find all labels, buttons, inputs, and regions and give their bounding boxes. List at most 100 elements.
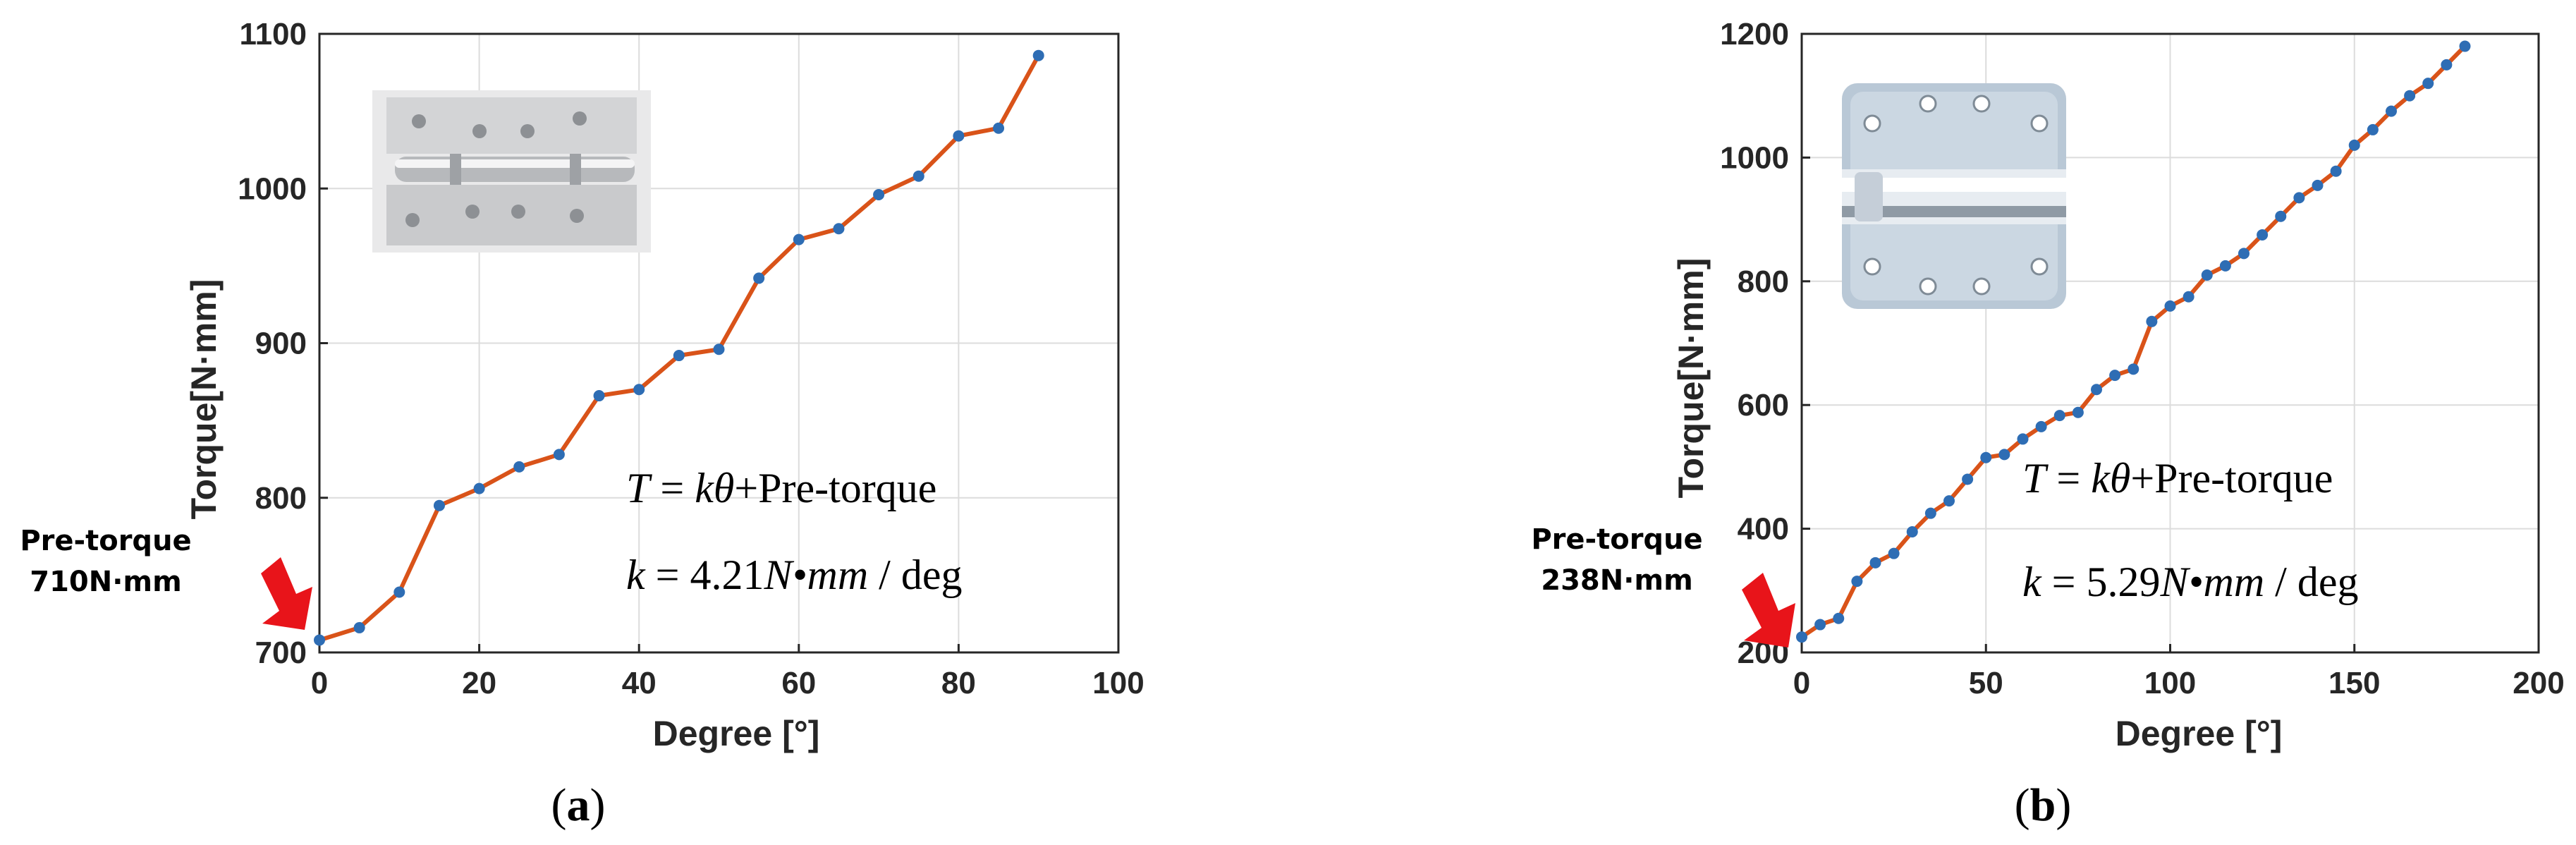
spring-hinge-photo-icon — [1842, 83, 2066, 309]
data-point-b-17 — [2109, 370, 2121, 382]
pretorque-label-b-line2: 238N·mm — [1541, 564, 1693, 597]
data-point-b-21 — [2183, 291, 2195, 303]
y-tick-label-b-3: 800 — [1738, 265, 1789, 299]
data-point-b-1 — [1814, 619, 1826, 631]
data-point-b-35 — [2441, 59, 2453, 71]
y-axis-label-b: Torque[N·mm] — [1671, 258, 1711, 499]
x-tick-label-b-0: 0 — [1793, 666, 1810, 700]
series-a — [314, 49, 1044, 646]
data-point-a-4 — [473, 482, 485, 494]
data-point-a-6 — [553, 449, 565, 461]
data-point-a-14 — [873, 189, 885, 201]
caption-b: (b) — [2015, 779, 2072, 831]
data-point-b-23 — [2219, 260, 2231, 272]
pretorque-label-a-line1: Pre-torque — [20, 525, 191, 557]
x-tick-label-a-2: 40 — [622, 666, 657, 700]
x-tick-label-a-3: 60 — [781, 666, 816, 700]
y-tick-label-a-3: 1000 — [238, 171, 307, 206]
data-point-b-10 — [1980, 451, 1992, 463]
ticks-a: 0 20 40 60 80 100 700 800 900 1000 1100 — [238, 17, 1144, 700]
y-tick-label-b-4: 1000 — [1720, 140, 1789, 175]
y-axis-label-a: Torque[N·mm] — [184, 279, 224, 520]
data-point-a-11 — [753, 272, 765, 284]
data-point-a-3 — [433, 499, 445, 511]
data-point-b-19 — [2146, 315, 2158, 327]
x-tick-label-a-4: 80 — [941, 666, 976, 700]
x-axis-label-b: Degree [°] — [2116, 714, 2283, 753]
data-point-a-13 — [833, 223, 845, 235]
x-tick-label-b-4: 200 — [2513, 666, 2564, 700]
data-point-a-7 — [593, 390, 605, 402]
data-point-a-12 — [793, 233, 805, 245]
data-point-b-33 — [2404, 90, 2416, 102]
x-tick-label-a-0: 0 — [311, 666, 328, 700]
x-tick-label-b-3: 150 — [2328, 666, 2380, 700]
data-point-b-12 — [2017, 433, 2029, 445]
y-tick-label-a-1: 800 — [255, 481, 307, 516]
data-point-a-8 — [633, 384, 645, 396]
data-point-a-15 — [912, 170, 924, 182]
data-point-b-31 — [2367, 123, 2379, 135]
data-point-b-20 — [2164, 300, 2176, 312]
x-tick-label-a-5: 100 — [1092, 666, 1144, 700]
data-point-b-29 — [2330, 165, 2342, 177]
data-point-b-18 — [2128, 363, 2139, 375]
data-point-a-2 — [393, 586, 405, 598]
pretorque-arrow-a — [261, 557, 312, 630]
y-tick-label-b-5: 1200 — [1720, 17, 1789, 51]
data-point-b-8 — [1943, 495, 1955, 507]
data-point-b-2 — [1833, 612, 1845, 624]
y-tick-label-b-2: 600 — [1738, 388, 1789, 422]
data-point-b-4 — [1869, 557, 1881, 569]
data-point-b-0 — [1796, 631, 1807, 643]
data-point-b-13 — [2035, 420, 2047, 432]
data-point-b-24 — [2238, 248, 2250, 260]
equation-line2-a: k = 4.21N•mm / deg — [626, 552, 962, 598]
data-point-b-27 — [2293, 192, 2305, 204]
data-point-b-11 — [1998, 449, 2010, 461]
data-point-b-3 — [1851, 576, 1863, 588]
data-point-a-18 — [1032, 49, 1044, 61]
data-point-b-25 — [2257, 229, 2269, 241]
data-point-b-5 — [1888, 547, 1900, 559]
y-tick-label-a-0: 700 — [255, 636, 307, 670]
data-point-b-32 — [2386, 105, 2397, 117]
data-point-b-6 — [1906, 525, 1918, 537]
data-point-a-16 — [953, 130, 965, 142]
data-point-b-36 — [2459, 40, 2471, 52]
data-point-a-10 — [713, 344, 725, 355]
series-b — [1796, 40, 2471, 643]
y-tick-label-a-2: 900 — [255, 327, 307, 361]
x-tick-label-b-1: 50 — [1969, 666, 2003, 700]
data-point-b-34 — [2422, 78, 2434, 90]
data-point-b-9 — [1962, 473, 1974, 485]
data-point-a-0 — [314, 634, 325, 646]
data-point-b-28 — [2312, 179, 2324, 191]
x-axis-label-a: Degree [°] — [653, 714, 820, 753]
data-point-a-5 — [513, 461, 525, 473]
data-point-b-22 — [2201, 269, 2213, 281]
pretorque-arrow-b — [1742, 573, 1795, 648]
equation-line2-b: k = 5.29N•mm / deg — [2022, 559, 2358, 605]
y-tick-label-b-1: 400 — [1738, 512, 1789, 547]
data-point-b-16 — [2091, 384, 2102, 396]
data-point-b-30 — [2348, 139, 2360, 151]
data-point-b-15 — [2072, 406, 2084, 418]
data-point-a-9 — [673, 350, 685, 362]
data-point-b-26 — [2275, 210, 2287, 222]
panel-a: 0 20 40 60 80 100 700 800 900 1000 1100 Degree [°]… — [20, 17, 1144, 831]
hinge-photo-icon — [372, 90, 651, 253]
data-point-b-14 — [2053, 410, 2065, 422]
data-point-b-7 — [1924, 507, 1936, 519]
x-tick-label-a-1: 20 — [462, 666, 496, 700]
pretorque-label-a-line2: 710N·mm — [30, 566, 182, 598]
caption-a: (a) — [551, 779, 606, 831]
data-point-a-1 — [353, 621, 365, 633]
equation-line1-b: T = kθ+Pre-torque — [2022, 455, 2333, 501]
pretorque-label-b-line1: Pre-torque — [1531, 523, 1702, 556]
data-point-a-17 — [993, 122, 1005, 134]
x-tick-label-b-2: 100 — [2144, 666, 2196, 700]
